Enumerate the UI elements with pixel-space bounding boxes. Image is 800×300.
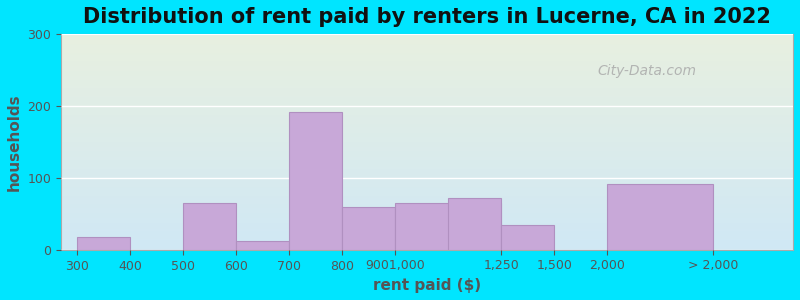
Bar (502, 225, 554, 250)
Bar (607, 184, 714, 250)
Title: Distribution of rent paid by renters in Lucerne, CA in 2022: Distribution of rent paid by renters in … (83, 7, 771, 27)
Text: City-Data.com: City-Data.com (597, 64, 696, 78)
Bar (77, 237, 130, 250)
Bar (289, 112, 342, 250)
Bar (342, 207, 395, 250)
Bar (236, 241, 289, 250)
Bar (395, 203, 502, 250)
Y-axis label: households: households (7, 93, 22, 191)
Bar (448, 198, 502, 250)
X-axis label: rent paid ($): rent paid ($) (373, 278, 481, 293)
Bar (183, 203, 236, 250)
